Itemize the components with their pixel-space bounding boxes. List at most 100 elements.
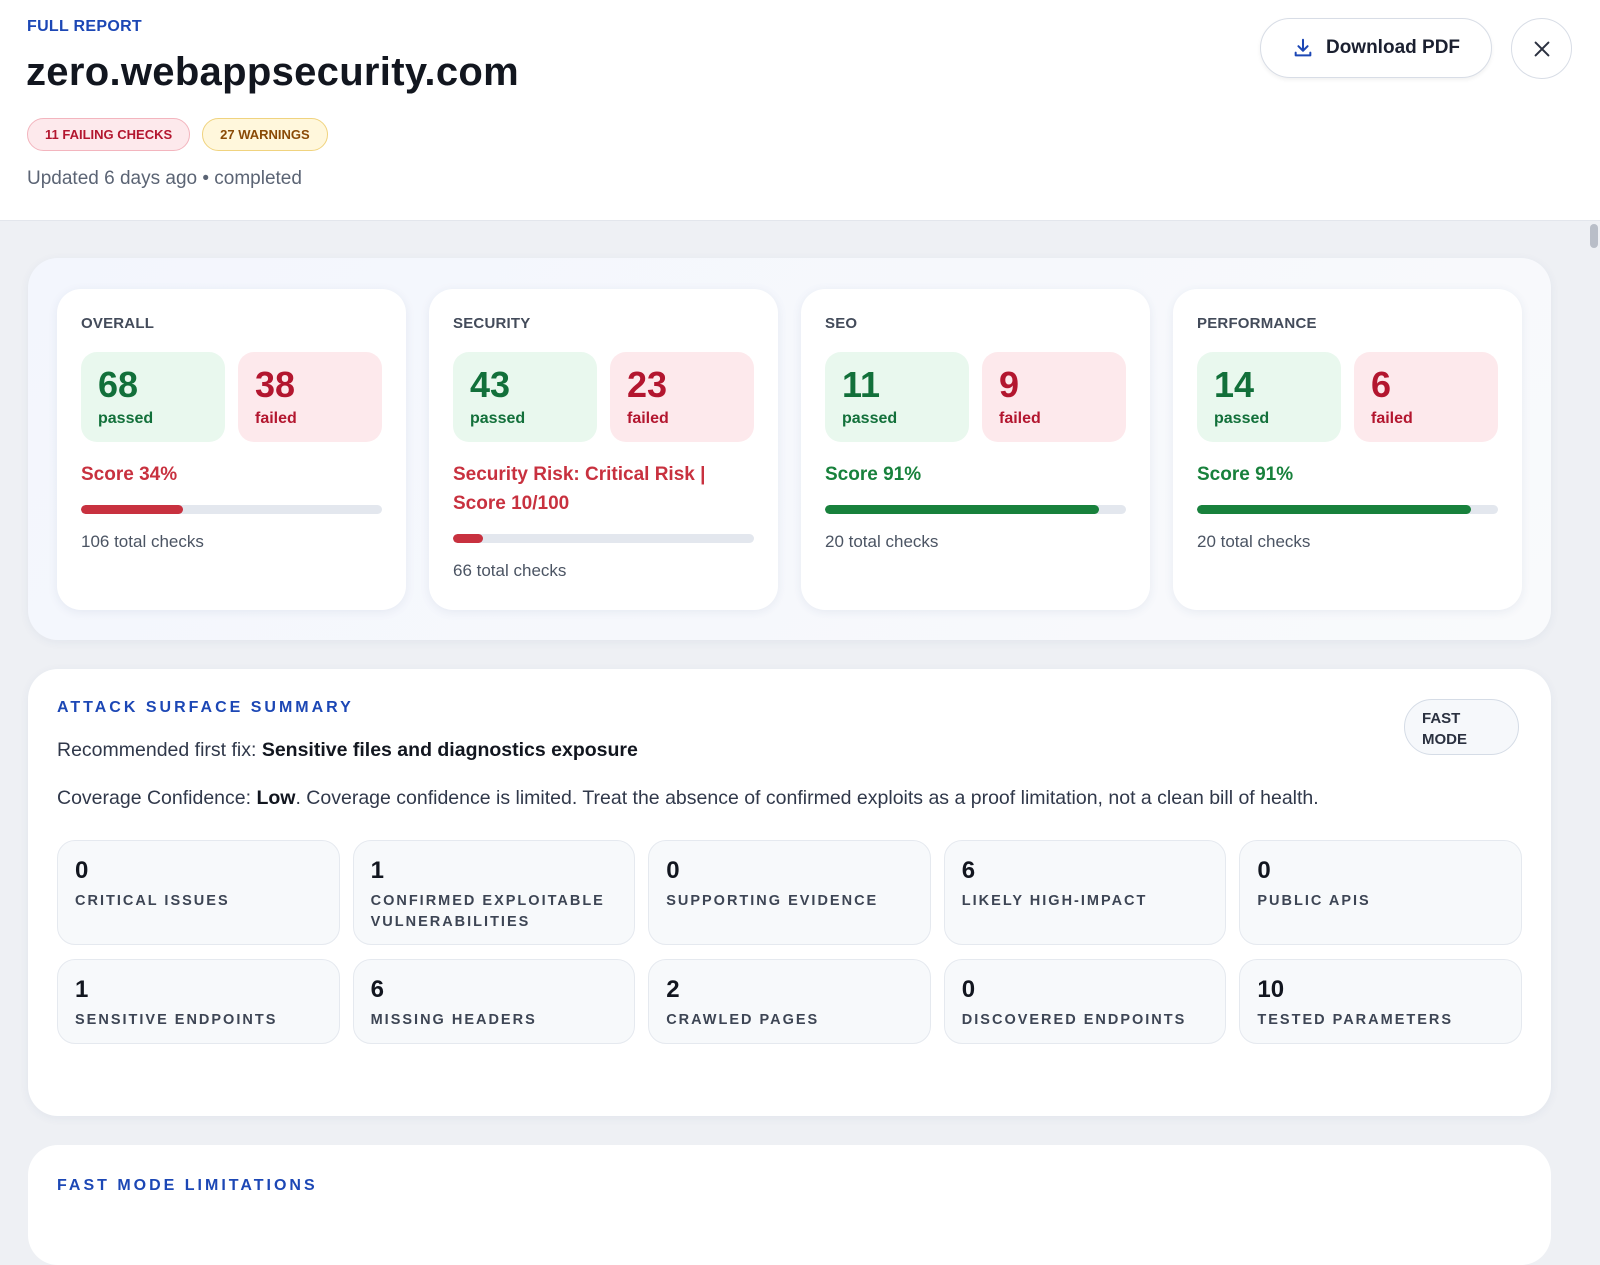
close-button[interactable]: [1511, 18, 1572, 79]
status-badge: 27 WARNINGS: [202, 118, 328, 151]
download-icon: [1294, 38, 1312, 57]
mode-badge: FAST MODE: [1404, 699, 1519, 755]
total-checks: 66 total checks: [453, 561, 567, 580]
failed-count: 9: [999, 364, 1020, 405]
failed-box: 9 failed: [982, 352, 1126, 442]
score-card: OVERALL 68 passed 38 failed Score 34% 106 tota…: [57, 289, 406, 610]
coverage-label: Coverage Confidence:: [57, 787, 252, 809]
metric-value: 6: [370, 976, 384, 1003]
passed-box: 43 passed: [453, 352, 597, 442]
metric-value: 2: [666, 976, 680, 1003]
score-card: SECURITY 43 passed 23 failed Security Risk: C…: [429, 289, 778, 610]
metric-card: 6 MISSING HEADERS: [352, 959, 636, 1044]
metric-label: MISSING HEADERS: [370, 1012, 537, 1028]
close-icon: [1534, 41, 1549, 56]
total-checks: 106 total checks: [81, 532, 204, 551]
failed-count: 23: [627, 364, 668, 405]
score-card: PERFORMANCE 14 passed 6 failed Score 91% 20 to…: [1173, 289, 1522, 610]
progress-fill: [1197, 505, 1471, 514]
metric-value: 1: [370, 857, 384, 884]
score-cards: OVERALL 68 passed 38 failed Score 34% 106 tota…: [28, 258, 1551, 640]
metric-value: 1: [75, 976, 89, 1003]
status: Updated 6 days ago • completed: [27, 168, 302, 189]
passed-count: 68: [98, 364, 139, 405]
failed-box: 38 failed: [238, 352, 382, 442]
failed-label: failed: [1371, 410, 1413, 427]
recommended-label: Recommended first fix:: [57, 739, 257, 761]
card-label: SECURITY: [453, 315, 531, 332]
pass-fail: 11 passed 9 failed: [825, 352, 1126, 442]
progress-track: [1197, 505, 1498, 514]
failed-count: 38: [255, 364, 296, 405]
failed-label: failed: [627, 410, 669, 427]
metric-value: 0: [75, 857, 89, 884]
progress-fill: [825, 505, 1099, 514]
metric-label: DISCOVERED ENDPOINTS: [961, 1012, 1187, 1028]
scrollbar[interactable]: [1590, 224, 1598, 248]
next-section: FAST MODE LIMITATIONS: [28, 1145, 1551, 1265]
passed-count: 43: [470, 364, 511, 405]
badges: 11 FAILING CHECKS 27 WARNINGS: [27, 118, 328, 151]
passed-label: passed: [1214, 410, 1270, 427]
card-label: OVERALL: [81, 315, 155, 332]
metric-label: SENSITIVE ENDPOINTS: [75, 1012, 278, 1028]
metric-label: CONFIRMED EXPLOITABLE VULNERABILITIES: [370, 893, 605, 930]
progress-fill: [81, 505, 184, 514]
pass-fail: 14 passed 6 failed: [1197, 352, 1498, 442]
passed-box: 11 passed: [825, 352, 969, 442]
passed-label: passed: [470, 410, 526, 427]
passed-label: passed: [98, 410, 154, 427]
metric-card: 1 SENSITIVE ENDPOINTS: [57, 959, 340, 1044]
metric-label: TESTED PARAMETERS: [1257, 1012, 1454, 1028]
progress-track: [825, 505, 1126, 514]
metric-card: 6 LIKELY HIGH-IMPACT: [943, 840, 1227, 945]
progress-track: [81, 505, 382, 514]
score-text: Score 91%: [1197, 464, 1294, 485]
metric-value: 10: [1257, 976, 1285, 1003]
card-label: SEO: [825, 315, 858, 332]
recommended-value: Sensitive files and diagnostics exposure: [261, 739, 638, 761]
metric-card: 1 CONFIRMED EXPLOITABLE VULNERABILITIES: [352, 840, 636, 945]
pass-fail: 43 passed 23 failed: [453, 352, 754, 442]
metric-card: 10 TESTED PARAMETERS: [1239, 959, 1522, 1044]
score-text: Security Risk: Critical Risk | Score 10/…: [453, 464, 706, 514]
failed-count: 6: [1371, 364, 1392, 405]
failed-label: failed: [999, 410, 1041, 427]
download-button[interactable]: Download PDF: [1260, 18, 1492, 78]
metric-card: 0 SUPPORTING EVIDENCE: [648, 840, 931, 945]
section-title: ATTACK SURFACE SUMMARY: [57, 699, 354, 716]
coverage: Coverage Confidence: Low. Coverage confi…: [57, 778, 1387, 818]
passed-count: 14: [1214, 364, 1255, 405]
metric-card: 2 CRAWLED PAGES: [648, 959, 931, 1044]
total-checks: 20 total checks: [1197, 532, 1311, 551]
metric-value: 0: [666, 857, 680, 884]
header: FULL REPORT zero.webappsecurity.com 11 F…: [0, 0, 1600, 221]
metric-value: 6: [961, 857, 976, 884]
failed-box: 23 failed: [610, 352, 754, 442]
passed-box: 68 passed: [81, 352, 225, 442]
metric-card: 0 DISCOVERED ENDPOINTS: [943, 959, 1227, 1044]
eyebrow: FULL REPORT: [27, 18, 143, 35]
metric-label: CRITICAL ISSUES: [75, 893, 230, 909]
failed-box: 6 failed: [1354, 352, 1498, 442]
coverage-text: . Coverage confidence is limited. Treat …: [295, 787, 1319, 809]
metric-value: 0: [1257, 857, 1271, 884]
score-text: Score 91%: [825, 464, 922, 485]
progress-fill: [453, 534, 484, 543]
score-card: SEO 11 passed 9 failed Score 91% 20 total chec…: [801, 289, 1150, 610]
section-title: FAST MODE LIMITATIONS: [57, 1177, 318, 1194]
site-title: zero.webappsecurity.com: [26, 50, 519, 94]
download-label: Download PDF: [1325, 37, 1461, 58]
metric-card: 0 PUBLIC APIS: [1239, 840, 1522, 945]
metric-label: PUBLIC APIS: [1257, 893, 1371, 909]
failed-label: failed: [255, 410, 297, 427]
progress-track: [453, 534, 754, 543]
card-label: PERFORMANCE: [1197, 315, 1317, 332]
passed-count: 11: [842, 364, 881, 405]
status-badge: 11 FAILING CHECKS: [27, 118, 191, 151]
passed-box: 14 passed: [1197, 352, 1341, 442]
recommended: Recommended first fix: Sensitive files a…: [57, 739, 1522, 762]
metric-label: SUPPORTING EVIDENCE: [666, 893, 879, 909]
score-text: Score 34%: [81, 464, 178, 485]
